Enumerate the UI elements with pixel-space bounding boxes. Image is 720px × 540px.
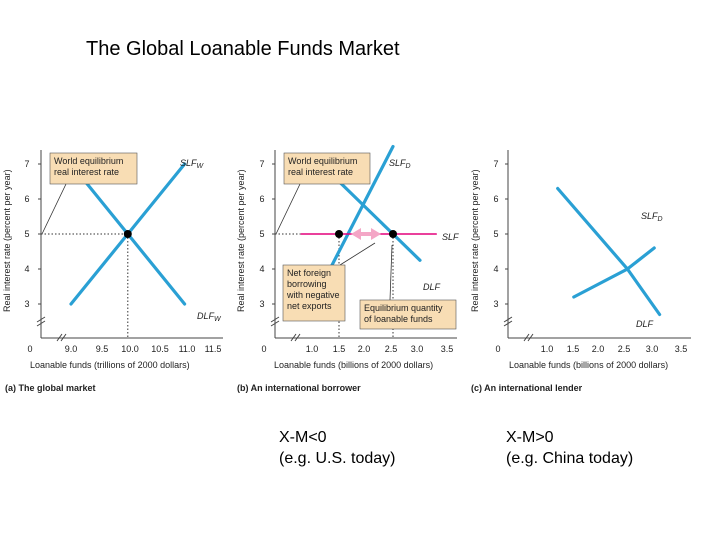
- annotation-leader: [41, 183, 67, 235]
- panel-label: (c) An international lender: [471, 383, 583, 393]
- caption-lender-line1: X-M>0: [506, 429, 554, 446]
- x-tick-label: 10.5: [151, 344, 169, 354]
- y-tick-label: 7: [493, 159, 498, 169]
- series-label: SLFW: [180, 158, 205, 170]
- y-axis-label: Real interest rate (percent per year): [2, 169, 12, 312]
- series-label: DLFW: [197, 311, 222, 323]
- series-label-subscript: D: [406, 163, 411, 170]
- x-axis-label: Loanable funds (billions of 2000 dollars…: [509, 360, 668, 370]
- caption-borrower-line1: X-M<0: [279, 429, 327, 446]
- annotation-leader: [275, 183, 301, 235]
- chart-panel-2: 3 4 5 6 7 0 1.0 1.5 2.0 2.5 3.0 3.5 Loanable funds (…: [236, 144, 459, 393]
- series-label: SLF: [442, 232, 459, 242]
- x-axis-break: [56, 333, 67, 342]
- series-dlf-line: [556, 186, 662, 317]
- y-tick-label: 5: [24, 229, 29, 239]
- y-axis-break: [270, 316, 280, 327]
- series-label-subscript: D: [658, 216, 663, 223]
- y-tick-label: 5: [493, 229, 498, 239]
- x-axis-label: Loanable funds (billions of 2000 dollars…: [274, 360, 433, 370]
- y-tick-label: 4: [24, 264, 29, 274]
- series-label: DLF: [636, 319, 654, 329]
- loanable-funds-figure: 3 4 5 6 7 0 9.0 9.5 10.0 10.5 11.0 11.5 Loanable fun…: [2, 144, 691, 393]
- y-axis-break: [36, 316, 46, 327]
- panel-label: (b) An international borrower: [237, 383, 361, 393]
- chart-panel-3: 3 4 5 6 7 0 1.0 1.5 2.0 2.5 3.0 3.5 Loanable funds (…: [470, 150, 691, 393]
- annotation-leader: [389, 244, 393, 301]
- x-tick-label: 9.5: [96, 344, 109, 354]
- chart-panel-1: 3 4 5 6 7 0 9.0 9.5 10.0 10.5 11.0 11.5 Loanable fun…: [2, 150, 223, 393]
- y-tick-label: 7: [24, 159, 29, 169]
- annotation-leader: [339, 242, 376, 266]
- annotation-box: [282, 264, 346, 322]
- net-borrowing-arrow: [351, 228, 381, 240]
- annotation-text: Net foreign: [287, 268, 331, 278]
- series-label: DLF: [423, 282, 441, 292]
- y-tick-label: 3: [24, 299, 29, 309]
- y-axis-label: Real interest rate (percent per year): [470, 169, 480, 312]
- x-tick-label: 3.5: [675, 344, 688, 354]
- y-axis-label: Real interest rate (percent per year): [236, 169, 246, 312]
- caption-borrower: X-M<0 (e.g. U.S. today): [279, 427, 396, 469]
- x-tick-label: 0: [495, 344, 500, 354]
- x-tick-label: 0: [27, 344, 32, 354]
- equilibrium-point: [335, 230, 343, 238]
- x-axis-label: Loanable funds (trillions of 2000 dollar…: [30, 360, 190, 370]
- x-tick-label: 1.5: [567, 344, 580, 354]
- x-tick-label: 11.0: [179, 344, 196, 354]
- equilibrium-point: [123, 230, 132, 238]
- y-tick-label: 4: [259, 264, 264, 274]
- x-tick-label: 1.5: [333, 344, 346, 354]
- annotation-text: real interest rate: [288, 167, 353, 177]
- caption-lender: X-M>0 (e.g. China today): [506, 427, 633, 469]
- equilibrium-point: [389, 230, 397, 238]
- panel-label: (a) The global market: [5, 383, 96, 393]
- x-tick-label: 1.0: [541, 344, 554, 354]
- annotation-box: [283, 152, 371, 185]
- annotation-text: World equilibrium: [288, 156, 357, 166]
- y-axis-break: [503, 316, 513, 327]
- x-tick-label: 3.0: [646, 344, 659, 354]
- x-tick-label: 1.0: [306, 344, 319, 354]
- series-label-subscript: W: [214, 316, 222, 323]
- series-label: SLFD: [641, 211, 663, 223]
- y-tick-label: 3: [493, 299, 498, 309]
- x-tick-label: 10.0: [121, 344, 139, 354]
- annotation-text: with negative: [286, 290, 340, 300]
- x-tick-label: 2.0: [358, 344, 371, 354]
- y-tick-label: 5: [259, 229, 264, 239]
- x-tick-label: 3.5: [441, 344, 454, 354]
- y-tick-label: 6: [24, 194, 29, 204]
- x-tick-label: 2.0: [592, 344, 605, 354]
- annotation-text: borrowing: [287, 279, 327, 289]
- series-label: SLFD: [389, 158, 411, 170]
- annotation-text: World equilibrium: [54, 156, 123, 166]
- y-tick-label: 4: [493, 264, 498, 274]
- x-tick-label: 3.0: [411, 344, 424, 354]
- x-tick-label: 0: [261, 344, 266, 354]
- annotation-box: [359, 299, 457, 330]
- caption-lender-line2: (e.g. China today): [506, 450, 634, 467]
- x-axis-break: [523, 333, 534, 342]
- annotation-text: real interest rate: [54, 167, 119, 177]
- y-tick-label: 6: [259, 194, 264, 204]
- y-tick-label: 7: [259, 159, 264, 169]
- annotation-text: of loanable funds: [364, 314, 433, 324]
- annotation-box: [49, 152, 138, 185]
- x-tick-label: 9.0: [65, 344, 78, 354]
- caption-borrower-line2: (e.g. U.S. today): [279, 450, 396, 467]
- series-dlf-line: [337, 179, 422, 262]
- x-tick-label: 11.5: [205, 344, 222, 354]
- series-label-subscript: W: [197, 163, 205, 170]
- x-tick-label: 2.5: [385, 344, 398, 354]
- slide-title: The Global Loanable Funds Market: [86, 38, 400, 60]
- y-tick-label: 6: [493, 194, 498, 204]
- x-axis-break: [290, 333, 301, 342]
- annotation-text: net exports: [287, 301, 332, 311]
- y-tick-label: 3: [259, 299, 264, 309]
- x-tick-label: 2.5: [618, 344, 631, 354]
- annotation-text: Equilibrium quantity: [364, 303, 443, 313]
